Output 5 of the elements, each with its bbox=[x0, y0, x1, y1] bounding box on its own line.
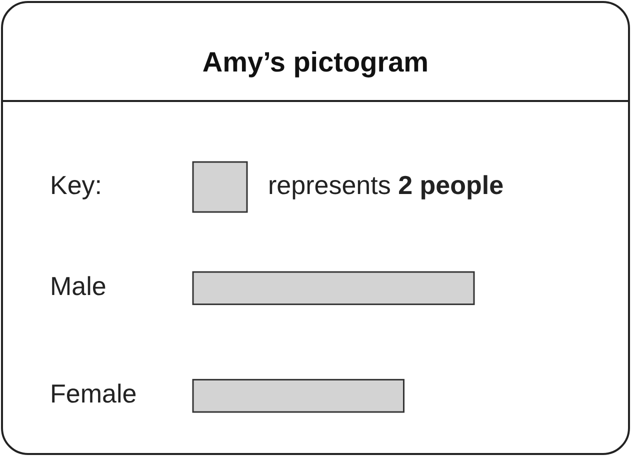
chart-title: Amy’s pictogram bbox=[202, 46, 429, 78]
y-tick-label: Male bbox=[50, 271, 106, 302]
y-tick-label: Female bbox=[50, 378, 137, 409]
text: represents 2 people bbox=[268, 170, 504, 200]
text: Key: bbox=[50, 170, 102, 200]
